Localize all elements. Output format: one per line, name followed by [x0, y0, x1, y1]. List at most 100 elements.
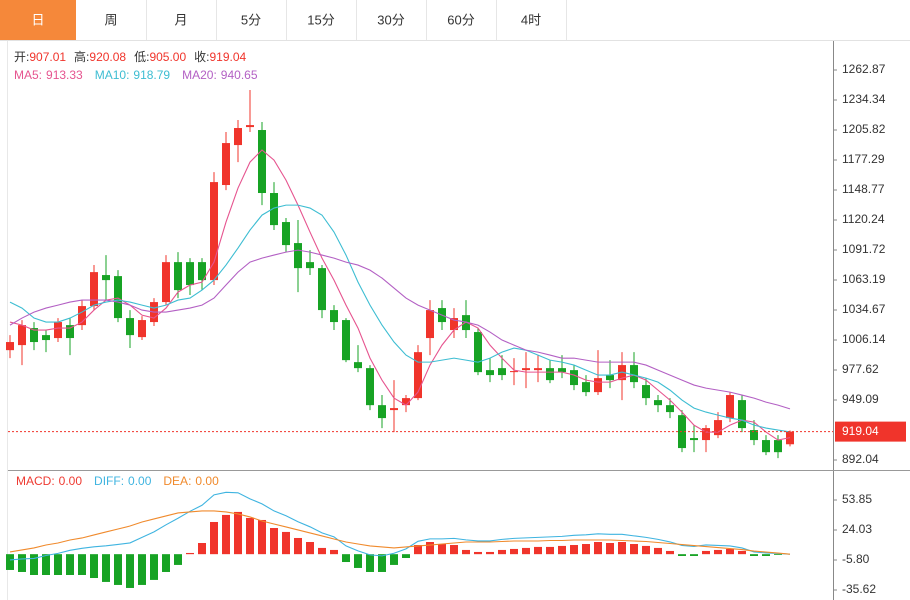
macd-bar: [102, 554, 110, 582]
candle-body: [486, 370, 494, 376]
macd-bar: [558, 545, 566, 555]
tab[interactable]: 30分: [377, 0, 427, 40]
macd-bar: [30, 554, 38, 575]
y-tick-label: 1205.82: [842, 122, 886, 136]
tab[interactable]: 60分: [447, 0, 497, 40]
candle-body: [198, 262, 206, 281]
macd-bar: [42, 554, 50, 575]
candle-body: [474, 332, 482, 373]
tab-label[interactable]: 4时: [521, 12, 541, 27]
ma-line: [9, 249, 791, 410]
candle-body: [558, 368, 566, 373]
candle-body: [162, 262, 170, 303]
candle-body: [186, 262, 194, 286]
tab-label[interactable]: 15分: [307, 12, 334, 27]
candle-body: [630, 365, 638, 383]
candle-body: [6, 342, 14, 351]
candle-body: [690, 438, 698, 441]
tab-label[interactable]: 60分: [447, 12, 474, 27]
y-tick-label: 977.62: [842, 362, 879, 376]
y-tick-label: 1063.19: [842, 272, 886, 286]
macd-bar: [426, 542, 434, 555]
tab[interactable]: 日: [0, 0, 76, 40]
tab[interactable]: 月: [174, 0, 217, 40]
candle-body: [18, 325, 26, 346]
legend-name: MA5:: [14, 68, 42, 82]
tab-label[interactable]: 5分: [241, 12, 261, 27]
candle-body: [330, 310, 338, 323]
macd-bar: [618, 542, 626, 555]
y-tick-label: 949.09: [842, 392, 879, 406]
tab-label[interactable]: 月: [174, 12, 187, 27]
macd-bar: [342, 554, 350, 563]
macd-bar: [462, 549, 470, 555]
macd-bar: [414, 545, 422, 555]
macd-bar: [186, 552, 194, 555]
macd-bar: [510, 548, 518, 555]
candle-body: [582, 382, 590, 393]
macd-bar: [246, 517, 254, 555]
legend-value: 940.65: [221, 68, 258, 82]
macd-bar: [270, 528, 278, 555]
candle-body: [750, 430, 758, 441]
macd-bar: [678, 554, 686, 556]
candle-body: [282, 222, 290, 246]
candle-body: [546, 368, 554, 381]
legend: MA5: 913.33 MA10: 918.79 MA20: 940.65: [14, 68, 258, 82]
legend-value: 918.79: [133, 68, 170, 82]
legend-value: 0.00: [59, 474, 83, 488]
macd-bar: [294, 537, 302, 555]
candle-body: [102, 275, 110, 281]
tab[interactable]: 15分: [307, 0, 357, 40]
candle-body: [702, 428, 710, 441]
macd-bar: [222, 514, 230, 555]
info-label: 低:: [134, 50, 149, 64]
macd-bar: [522, 547, 530, 555]
macd-bar: [762, 554, 770, 556]
macd-bar: [234, 511, 242, 555]
tab-label[interactable]: 日: [31, 12, 44, 27]
candle-body: [354, 362, 362, 369]
candle-body: [138, 320, 146, 338]
macd-bar: [666, 550, 674, 555]
y-tick-label: 1120.24: [842, 212, 885, 226]
tab[interactable]: 周: [104, 0, 147, 40]
legend-value: 0.00: [195, 474, 219, 488]
tab-label[interactable]: 30分: [377, 12, 404, 27]
macd-bar: [6, 554, 14, 570]
candle-body: [426, 310, 434, 339]
candle-body: [270, 193, 278, 226]
tab-active-bg[interactable]: [0, 0, 76, 40]
candle-body: [714, 420, 722, 436]
macd-bar: [570, 545, 578, 555]
macd-bar: [174, 554, 182, 565]
candle-body: [66, 325, 74, 339]
macd-bar: [486, 551, 494, 555]
legend-name: MACD:: [16, 474, 55, 488]
candle-body: [726, 395, 734, 419]
macd-bar: [534, 546, 542, 555]
tab[interactable]: 4时: [521, 0, 567, 40]
candle-body: [594, 378, 602, 393]
macd-bar: [594, 542, 602, 555]
candle-body: [318, 268, 326, 311]
price-label: 919.04: [842, 424, 879, 438]
info-label: 高:: [74, 49, 89, 64]
candle-body: [606, 375, 614, 381]
macd-bar: [654, 547, 662, 555]
info-value: 920.08: [89, 50, 126, 64]
candle-body: [222, 143, 230, 186]
macd-bar: [306, 542, 314, 555]
legend-name: DIFF:: [94, 474, 124, 488]
macd-bar: [630, 544, 638, 555]
tab-label[interactable]: 周: [104, 12, 117, 27]
y-tick-label: 1091.72: [842, 242, 886, 256]
legend-name: MA10:: [95, 68, 130, 82]
candle-body: [294, 243, 302, 269]
ma-line: [9, 149, 791, 441]
info-label: 收:: [194, 50, 209, 64]
candle-body: [414, 352, 422, 399]
y-tick-label: 1234.34: [842, 92, 886, 106]
tab[interactable]: 5分: [241, 0, 287, 40]
macd-bar: [138, 554, 146, 585]
